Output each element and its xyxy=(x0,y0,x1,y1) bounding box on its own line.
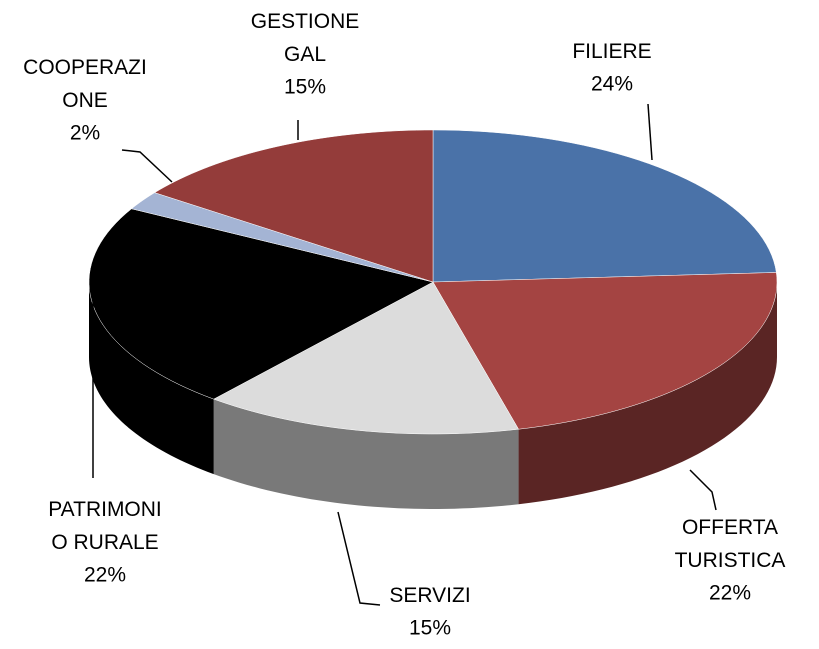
slice xyxy=(213,281,519,435)
label-line: GESTIONE xyxy=(251,10,360,33)
label-line: PATRIMONI xyxy=(48,498,162,521)
label-line: SERVIZI xyxy=(389,584,470,607)
leader-line xyxy=(647,103,653,161)
leader-line xyxy=(121,149,173,183)
label-line: GAL xyxy=(284,43,326,66)
slice xyxy=(432,129,777,283)
slice-label: PATRIMONI O RURALE xyxy=(48,498,162,554)
value-label: 2% xyxy=(70,122,100,145)
value-label: 22% xyxy=(84,564,126,587)
label-line: TURISTICA xyxy=(675,549,786,572)
slice xyxy=(130,192,434,283)
label-line: O RURALE xyxy=(51,531,158,554)
slice-label: OFFERTA TURISTICA xyxy=(675,516,786,572)
slice-label: FILIERE xyxy=(572,40,651,63)
slice xyxy=(88,208,434,400)
label-line: OFFERTA xyxy=(682,516,778,539)
leader-line xyxy=(689,469,717,511)
slice xyxy=(154,129,434,283)
value-label: 22% xyxy=(709,582,751,605)
label-line: COOPERAZI xyxy=(23,56,147,79)
slice-side xyxy=(213,399,519,509)
slice-label: SERVIZI xyxy=(389,584,470,607)
leader-line xyxy=(337,511,381,606)
slice-side xyxy=(518,282,777,505)
value-label: 24% xyxy=(591,73,633,96)
slice-side xyxy=(89,282,214,475)
slice xyxy=(432,272,778,430)
slice-label: COOPERAZI ONE xyxy=(23,56,147,112)
label-line: FILIERE xyxy=(572,40,651,63)
label-line: ONE xyxy=(62,89,108,112)
slice-label: GESTIONE GAL xyxy=(251,10,360,66)
value-label: 15% xyxy=(284,76,326,99)
value-label: 15% xyxy=(409,617,451,640)
